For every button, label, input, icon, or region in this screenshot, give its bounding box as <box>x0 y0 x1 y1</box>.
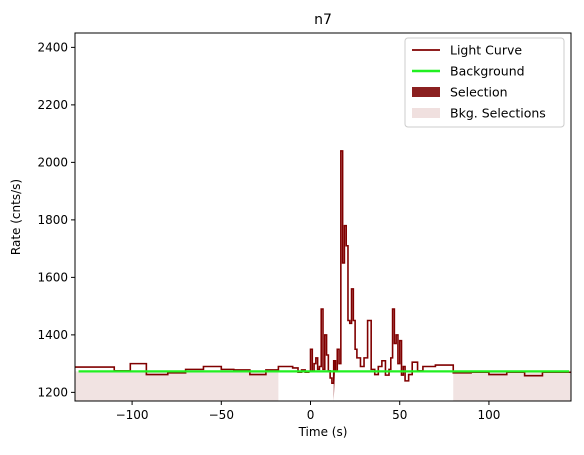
legend-label-selection: Selection <box>450 85 508 100</box>
x-tick-label: 0 <box>307 408 315 422</box>
light-curve-line <box>75 150 571 384</box>
chart-title: n7 <box>314 12 332 28</box>
legend-label-background: Background <box>450 64 525 79</box>
x-tick-label: 50 <box>392 408 407 422</box>
x-axis-title: Time (s) <box>298 425 348 439</box>
x-tick-label: −100 <box>116 408 149 422</box>
legend: Light Curve Background Selection Bkg. Selec… <box>404 37 565 128</box>
plot-area <box>75 150 571 401</box>
legend-box <box>404 37 565 128</box>
y-axis-title: Rate (cnts/s) <box>9 179 23 255</box>
y-tick-label: 2000 <box>37 155 68 169</box>
bkg-selection-region-1 <box>453 371 571 401</box>
axes: −100 −50 0 50 100 1200 1400 1600 1800 2000 2200 240… <box>37 32 572 422</box>
legend-label-light-curve: Light Curve <box>450 43 522 58</box>
plot-inner <box>75 150 571 401</box>
y-tick-label: 1600 <box>37 270 68 284</box>
axes-frame <box>74 32 572 402</box>
x-tick-label: −50 <box>209 408 234 422</box>
y-tick-label: 1400 <box>37 328 68 342</box>
y-tick-label: 2400 <box>37 40 68 54</box>
legend-label-bkg-selections: Bkg. Selections <box>450 106 546 121</box>
y-tick-label: 2200 <box>37 98 68 112</box>
legend-swatch-bkg-selections <box>412 108 440 118</box>
y-tick-label: 1800 <box>37 213 68 227</box>
legend-swatch-selection <box>412 87 440 97</box>
y-tick-label: 1200 <box>37 385 68 399</box>
x-tick-label: 100 <box>477 408 500 422</box>
bkg-selection-region-0 <box>75 371 279 401</box>
